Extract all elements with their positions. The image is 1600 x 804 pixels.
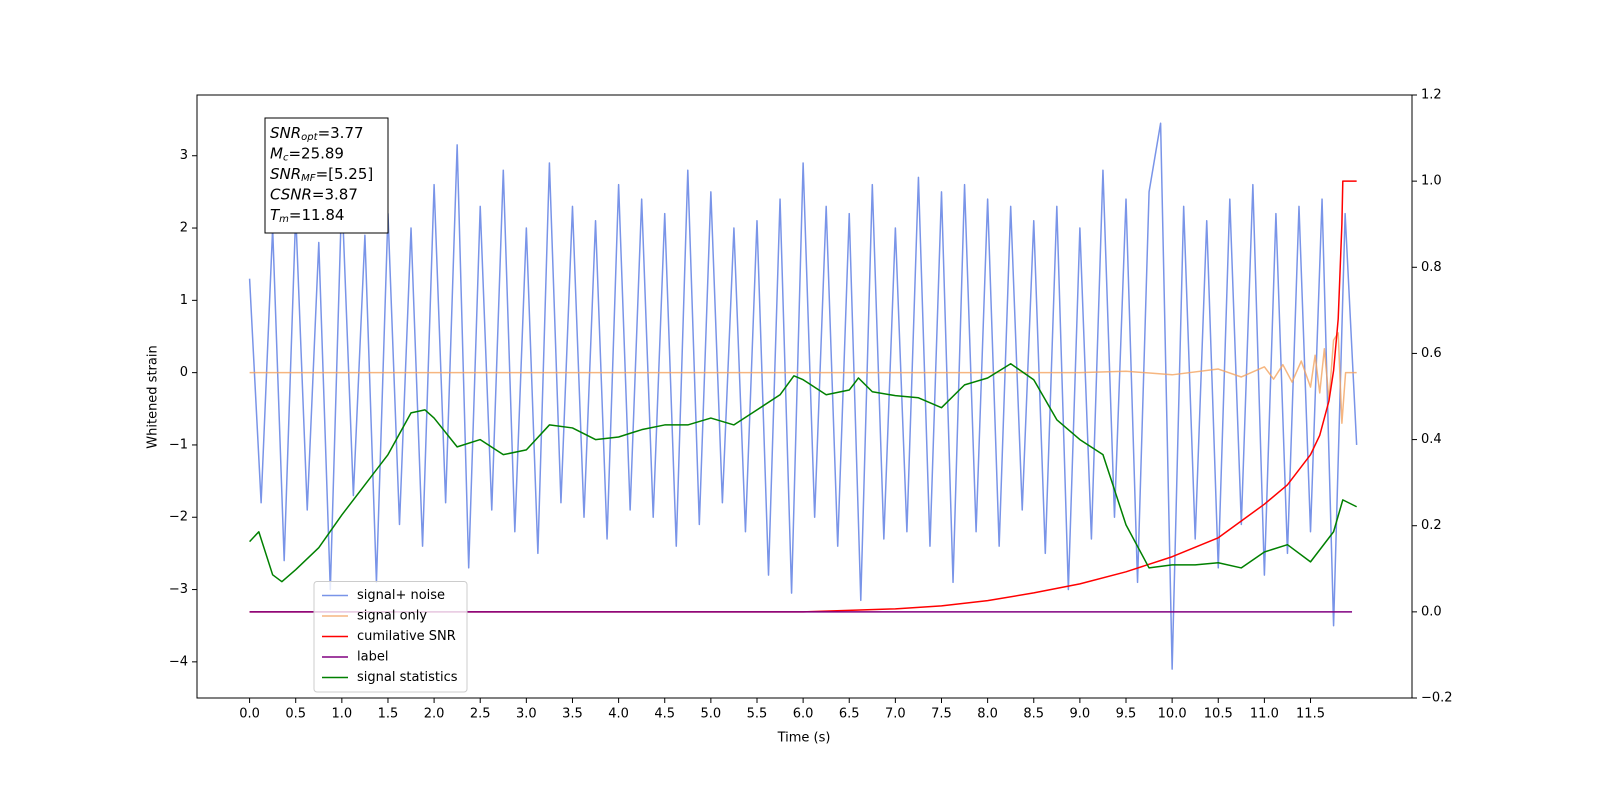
x-tick-label: 6.5 xyxy=(839,707,860,722)
annotation-subscript: m xyxy=(279,214,289,225)
annotation-subscript: MF xyxy=(301,173,316,184)
legend-label: label xyxy=(357,650,388,665)
annotation-value: =3.87 xyxy=(312,185,358,203)
x-tick-label: 4.0 xyxy=(608,707,629,722)
x-tick-label: 10.5 xyxy=(1204,707,1233,722)
y-tick-label: −1 xyxy=(169,437,188,452)
annotation-symbol: SNR xyxy=(270,124,301,142)
x-tick-label: 4.5 xyxy=(654,707,675,722)
series-line xyxy=(249,180,1357,613)
x-tick-label: 9.0 xyxy=(1070,707,1091,722)
annotation-subscript: opt xyxy=(301,132,318,143)
x-tick-label: 9.5 xyxy=(1116,707,1137,722)
x-tick-label: 1.0 xyxy=(331,707,352,722)
y-tick-label: 1 xyxy=(180,293,188,308)
annotation-symbol: M xyxy=(270,144,283,162)
annotation-box xyxy=(264,117,389,234)
annotation-value: =3.77 xyxy=(318,124,364,142)
y2-tick-label: 1.0 xyxy=(1421,174,1442,189)
y2-tick-label: −0.2 xyxy=(1421,691,1453,706)
x-tick-label: 8.0 xyxy=(977,707,998,722)
y-tick-label: −4 xyxy=(169,654,188,669)
y-tick-label: 3 xyxy=(180,148,188,163)
annotation-symbol: CSNR xyxy=(270,185,312,203)
legend-box xyxy=(313,581,468,693)
x-tick-label: 5.5 xyxy=(747,707,768,722)
y2-tick-label: 0.6 xyxy=(1421,346,1442,361)
legend-label: signal+ noise xyxy=(357,588,445,603)
annotation-text: SNRopt=3.77 xyxy=(270,124,364,144)
annotation-symbol: SNR xyxy=(270,165,301,183)
annotation-value: =25.89 xyxy=(288,144,344,162)
x-tick-label: 7.5 xyxy=(931,707,952,722)
x-tick-label: 3.5 xyxy=(562,707,583,722)
y2-tick-label: 0.8 xyxy=(1421,260,1442,275)
legend-label: signal only xyxy=(357,609,427,624)
x-tick-label: 6.0 xyxy=(793,707,814,722)
x-axis-label: Time (s) xyxy=(777,731,831,746)
x-tick-label: 0.5 xyxy=(285,707,306,722)
x-tick-label: 2.0 xyxy=(424,707,445,722)
y-tick-label: 2 xyxy=(180,221,188,236)
x-tick-label: 10.0 xyxy=(1158,707,1187,722)
x-tick-label: 0.0 xyxy=(239,707,260,722)
y2-tick-label: 0.0 xyxy=(1421,604,1442,619)
x-tick-label: 11.5 xyxy=(1296,707,1325,722)
annotation-symbol: T xyxy=(270,206,281,224)
x-tick-label: 8.5 xyxy=(1023,707,1044,722)
x-tick-label: 1.5 xyxy=(378,707,399,722)
axes-frame xyxy=(196,94,1413,699)
x-tick-label: 5.0 xyxy=(701,707,722,722)
annotation-value: =11.84 xyxy=(289,206,345,224)
x-tick-label: 11.0 xyxy=(1250,707,1279,722)
x-tick-label: 2.5 xyxy=(470,707,491,722)
annotation-subscript: c xyxy=(283,153,289,164)
y-tick-label: −3 xyxy=(169,582,188,597)
y2-tick-label: 1.2 xyxy=(1421,88,1442,103)
annotation-text: CSNR=3.87 xyxy=(270,185,358,203)
annotation-text: SNRMF=[5.25] xyxy=(270,165,373,185)
legend-label: cumilative SNR xyxy=(357,629,456,644)
series-line xyxy=(249,363,1357,583)
y2-tick-label: 0.4 xyxy=(1421,432,1442,447)
y-axis-label: Whitened strain xyxy=(146,345,161,448)
annotation-text: Tm=11.84 xyxy=(270,206,344,226)
y-tick-label: 0 xyxy=(180,365,188,380)
series-line xyxy=(248,122,1358,670)
x-tick-label: 3.0 xyxy=(516,707,537,722)
x-tick-label: 7.0 xyxy=(885,707,906,722)
annotation-text: Mc=25.89 xyxy=(270,144,344,164)
legend-label: signal statistics xyxy=(357,670,458,685)
y2-tick-label: 0.2 xyxy=(1421,518,1442,533)
y-tick-label: −2 xyxy=(169,510,188,525)
annotation-value: =[5.25] xyxy=(316,165,374,183)
